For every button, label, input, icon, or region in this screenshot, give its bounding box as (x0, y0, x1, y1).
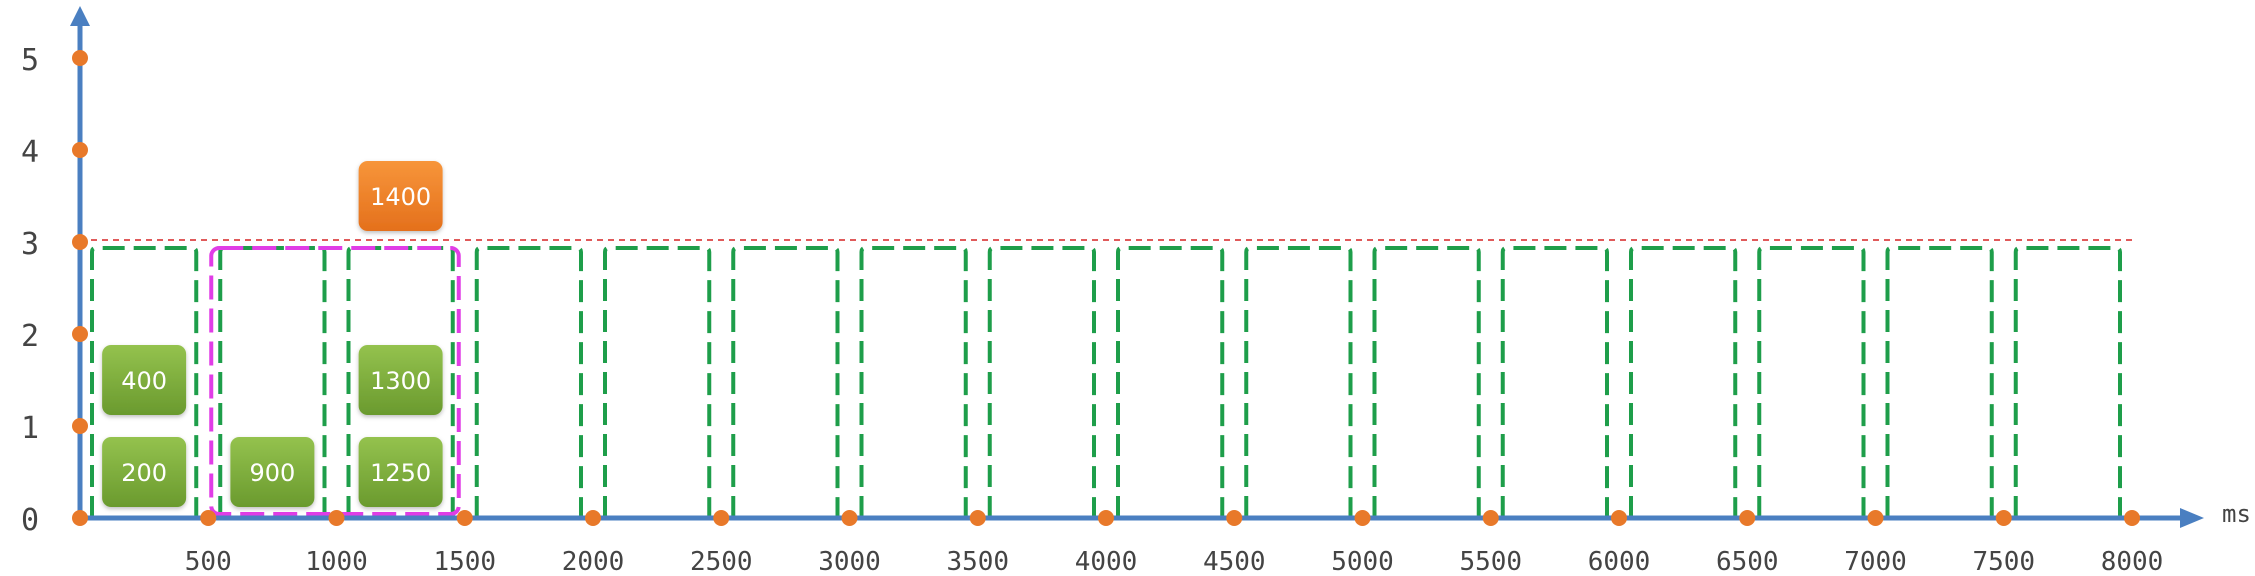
y-tick-dot-5 (72, 50, 88, 66)
y-tick-dot-2 (72, 326, 88, 342)
fixed-window-13 (1629, 246, 1738, 518)
x-tick-dot-1500 (456, 510, 473, 526)
request-label: 400 (121, 367, 167, 395)
y-tick-dot-4 (72, 142, 88, 158)
y-tick-label: 2 (21, 319, 39, 354)
x-tick-label: 3500 (946, 547, 1009, 576)
fixed-window-7 (859, 246, 968, 518)
fixed-window-10 (1244, 246, 1353, 518)
x-tick-label: 5500 (1459, 547, 1522, 576)
x-tick-dot-2500 (713, 510, 730, 526)
request-box-bg (102, 345, 187, 415)
x-tick-label: 6500 (1716, 547, 1779, 576)
x-tick-label: 1000 (305, 547, 368, 576)
request-label: 1250 (370, 459, 431, 487)
x-tick-dot-3500 (969, 510, 986, 526)
fixed-window-14 (1757, 246, 1866, 518)
fixed-window-5 (603, 246, 712, 518)
y-tick-label: 5 (21, 43, 39, 78)
fixed-window-1 (90, 246, 199, 518)
x-tick-label: 7500 (1972, 547, 2035, 576)
x-tick-label: 1500 (433, 547, 496, 576)
request-box-bg (358, 437, 443, 507)
x-axis-unit: ms (2222, 500, 2251, 528)
x-tick-dot-2000 (585, 510, 601, 526)
fixed-window-9 (1116, 246, 1225, 518)
fixed-window-16 (2013, 246, 2122, 518)
x-tick-label: 4000 (1075, 547, 1138, 576)
request-box-accepted: 200 (102, 437, 187, 507)
x-tick-label: 500 (185, 547, 232, 576)
x-tick-label: 2000 (562, 547, 625, 576)
request-box-accepted: 1300 (358, 345, 443, 415)
y-tick-label: 4 (21, 135, 39, 170)
y-tick-label: 3 (21, 227, 39, 262)
request-box-bg (358, 345, 443, 415)
x-tick-dot-1000 (328, 510, 345, 526)
request-label: 1300 (370, 367, 431, 395)
x-axis-arrow (2180, 508, 2204, 528)
request-label: 1400 (370, 183, 431, 211)
y-axis-arrow (70, 6, 90, 26)
y-tick-label: 0 (21, 503, 39, 538)
sliding-window (209, 246, 461, 516)
fixed-window-12 (1500, 246, 1609, 518)
x-tick-dot-7500 (1995, 510, 2012, 526)
x-tick-label: 5000 (1331, 547, 1394, 576)
x-tick-dot-7000 (1867, 510, 1884, 526)
x-tick-dot-5000 (1354, 510, 1371, 526)
request-label: 900 (249, 459, 295, 487)
fixed-window-11 (1372, 246, 1481, 518)
request-box-accepted: 400 (102, 345, 187, 415)
x-tick-dot-4000 (1098, 510, 1114, 526)
x-tick-label: 4500 (1203, 547, 1266, 576)
fixed-window-6 (731, 246, 840, 518)
request-box-rejected: 1400 (358, 161, 443, 231)
x-tick-dot-8000 (2124, 510, 2140, 526)
request-box-bg (230, 437, 315, 507)
fixed-window-4 (474, 246, 583, 518)
fixed-window-8 (987, 246, 1096, 518)
request-box-bg (358, 161, 443, 231)
request-label: 200 (121, 459, 167, 487)
x-tick-dot-500 (200, 510, 217, 526)
y-tick-label: 1 (21, 411, 39, 446)
x-tick-dot-5500 (1482, 510, 1499, 526)
y-tick-dot-0 (72, 510, 88, 526)
request-box-accepted: 900 (230, 437, 315, 507)
x-tick-dot-3000 (841, 510, 858, 526)
request-box-accepted: 1250 (358, 437, 443, 507)
x-tick-label: 6000 (1588, 547, 1651, 576)
x-tick-dot-6500 (1739, 510, 1756, 526)
y-tick-dot-3 (72, 234, 88, 250)
x-tick-dot-6000 (1611, 510, 1627, 526)
x-tick-label: 3000 (818, 547, 881, 576)
y-tick-dot-1 (72, 418, 88, 434)
x-tick-dot-4500 (1226, 510, 1243, 526)
fixed-window-15 (1885, 246, 1994, 518)
x-tick-label: 2500 (690, 547, 753, 576)
request-box-bg (102, 437, 187, 507)
x-tick-label: 7000 (1844, 547, 1907, 576)
x-tick-label: 8000 (2101, 547, 2164, 576)
